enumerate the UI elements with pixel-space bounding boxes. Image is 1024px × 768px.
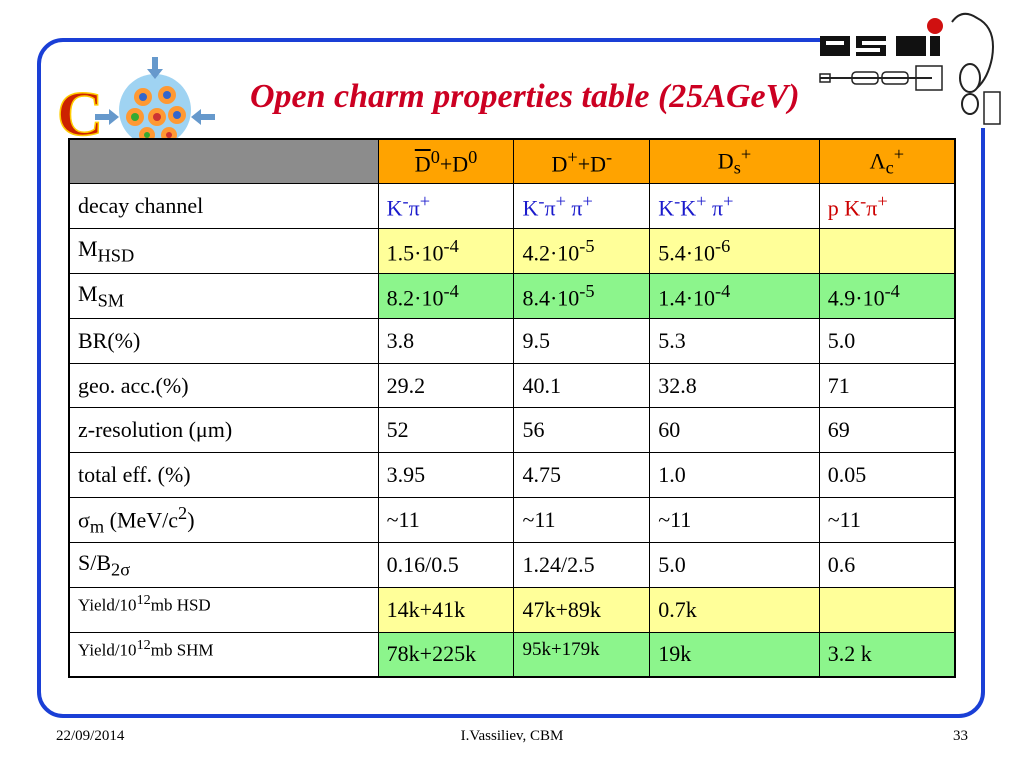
header-d0: D0+D0 xyxy=(377,138,515,185)
cell-decay-lambda-c: p K-π+ xyxy=(818,183,956,230)
row-label: BR(%) xyxy=(68,317,379,364)
table-cell: 19k xyxy=(649,631,820,678)
table-cell: 4.2·10-5 xyxy=(513,228,651,274)
header-dplus: D++D- xyxy=(513,138,651,185)
row-label: decay channel xyxy=(68,183,379,230)
footer-page-number: 33 xyxy=(953,728,968,744)
table-cell xyxy=(818,586,956,633)
row-label: S/B2σ xyxy=(68,541,379,588)
table-cell: 1.0 xyxy=(649,452,820,499)
row-label: Yield/1012mb SHM xyxy=(68,631,379,678)
table-cell: 8.4·10-5 xyxy=(513,272,651,319)
gsi-logo xyxy=(819,12,1001,125)
footer-date: 22/09/2014 xyxy=(56,728,125,744)
table-cell: 1.4·10-4 xyxy=(649,272,820,319)
table-cell: 71 xyxy=(818,362,956,409)
header-row: D0+D0 D++D- Ds+ Λc+ xyxy=(68,138,956,185)
table-cell: 52 xyxy=(377,407,515,454)
table-cell: 47k+89k xyxy=(513,586,651,633)
svg-text:C: C xyxy=(57,78,103,149)
table-cell: 4.9·10-4 xyxy=(818,272,956,319)
row-total-eff: total eff. (%) 3.95 4.75 1.0 0.05 xyxy=(68,452,956,499)
row-decay-channel: decay channel K-π+ K-π+ π+ K-K+ π+ p K-π… xyxy=(68,183,956,230)
header-ds: Ds+ xyxy=(649,138,820,185)
table-cell: 9.5 xyxy=(513,317,651,364)
table-cell: 69 xyxy=(818,407,956,454)
table-cell: 1.24/2.5 xyxy=(513,541,651,588)
table-cell: 56 xyxy=(513,407,651,454)
table-cell: 32.8 xyxy=(649,362,820,409)
table-cell: 95k+179k xyxy=(513,631,651,678)
table-cell: 14k+41k xyxy=(377,586,515,633)
row-label: Yield/1012mb HSD xyxy=(68,586,379,633)
table-cell: 1.5·10-4 xyxy=(377,228,515,274)
row-m-hsd: MHSD 1.5·10-4 4.2·10-5 5.4·10-6 xyxy=(68,228,956,274)
row-label: z-resolution (μm) xyxy=(68,407,379,454)
footer-author: I.Vassiliev, CBM xyxy=(460,728,564,744)
table-cell: ~11 xyxy=(377,497,515,543)
row-br: BR(%) 3.8 9.5 5.3 5.0 xyxy=(68,317,956,364)
header-lambda-c: Λc+ xyxy=(818,138,956,185)
table-cell: 3.8 xyxy=(377,317,515,364)
row-label: MSM xyxy=(68,272,379,319)
table-cell: 0.16/0.5 xyxy=(377,541,515,588)
row-yield-hsd: Yield/1012mb HSD 14k+41k 47k+89k 0.7k xyxy=(68,586,956,633)
charm-properties-table: D0+D0 D++D- Ds+ Λc+ decay channel K-π+ K… xyxy=(68,138,956,678)
row-sigma-m: σm (MeV/c2) ~11 ~11 ~11 ~11 xyxy=(68,497,956,543)
table-cell: ~11 xyxy=(818,497,956,543)
cell-decay-dplus: K-π+ π+ xyxy=(513,183,651,230)
table-cell: 29.2 xyxy=(377,362,515,409)
table-cell: 3.95 xyxy=(377,452,515,499)
table-cell: 8.2·10-4 xyxy=(377,272,515,319)
table-cell: 5.0 xyxy=(818,317,956,364)
table-cell: 5.0 xyxy=(649,541,820,588)
row-geo-acc: geo. acc.(%) 29.2 40.1 32.8 71 xyxy=(68,362,956,409)
row-m-sm: MSM 8.2·10-4 8.4·10-5 1.4·10-4 4.9·10-4 xyxy=(68,272,956,319)
table-cell: 5.3 xyxy=(649,317,820,364)
table-cell: 0.05 xyxy=(818,452,956,499)
row-s-b: S/B2σ 0.16/0.5 1.24/2.5 5.0 0.6 xyxy=(68,541,956,588)
cell-decay-ds: K-K+ π+ xyxy=(649,183,820,230)
table-cell: 3.2 k xyxy=(818,631,956,678)
table-cell: 0.7k xyxy=(649,586,820,633)
table-cell: 78k+225k xyxy=(377,631,515,678)
row-label: σm (MeV/c2) xyxy=(68,497,379,543)
row-label: geo. acc.(%) xyxy=(68,362,379,409)
header-corner-cell xyxy=(68,138,379,185)
table-cell: 4.75 xyxy=(513,452,651,499)
row-z-resolution: z-resolution (μm) 52 56 60 69 xyxy=(68,407,956,454)
row-label: total eff. (%) xyxy=(68,452,379,499)
cell-decay-d0: K-π+ xyxy=(377,183,515,230)
table-cell: ~11 xyxy=(649,497,820,543)
row-yield-shm: Yield/1012mb SHM 78k+225k 95k+179k 19k 3… xyxy=(68,631,956,678)
row-label: MHSD xyxy=(68,228,379,274)
table-cell: 40.1 xyxy=(513,362,651,409)
table-cell: 0.6 xyxy=(818,541,956,588)
cbm-logo: C xyxy=(56,57,215,150)
table-cell: 5.4·10-6 xyxy=(649,228,820,274)
table-cell xyxy=(818,228,956,274)
table-cell: 60 xyxy=(649,407,820,454)
slide-title: Open charm properties table (25AGeV) xyxy=(250,78,800,115)
table-cell: ~11 xyxy=(513,497,651,543)
